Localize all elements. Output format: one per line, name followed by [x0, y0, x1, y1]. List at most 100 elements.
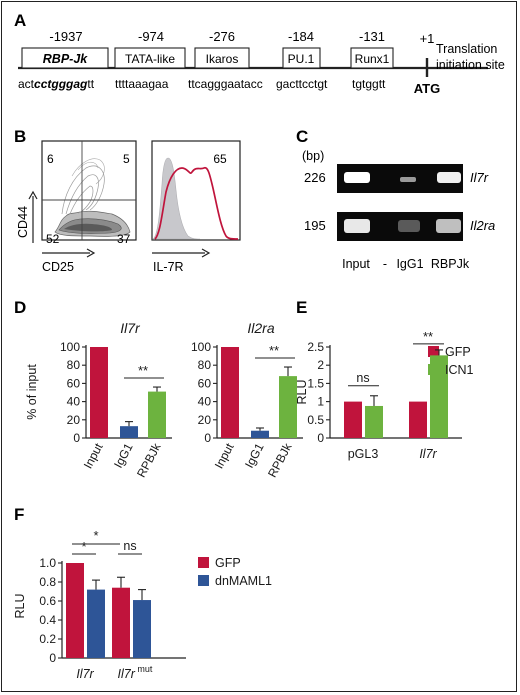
luciferase-f-bar-gfp	[66, 563, 84, 658]
chip-il2ra-ytick-label: 40	[198, 395, 212, 409]
quadrant-top-left: 6	[47, 152, 54, 166]
contour-inner	[64, 223, 112, 232]
motif-seq-pu1: gacttcctgt	[276, 77, 328, 91]
panel-b-letter: B	[14, 127, 26, 146]
motif-pos-tata: -974	[138, 29, 164, 44]
gene-label-il2ra: Il2ra	[470, 218, 495, 233]
lane-label-blank: -	[383, 257, 387, 271]
gene-label-il7r: Il7r	[470, 170, 489, 185]
luciferase-f-bar-dnmaml1	[133, 600, 151, 658]
luciferase-f-sig-label: ns	[123, 539, 136, 553]
tss-plus-one: +1	[420, 31, 435, 46]
quadrant-top-right: 5	[123, 152, 130, 166]
chip-il2ra-xtick-label: Input	[212, 440, 237, 471]
bp-unit-label: (bp)	[302, 149, 324, 163]
chip-ylabel: % of input	[25, 364, 39, 420]
promoter-map: -1937 RBP-Jk actcctgggagtt -974 TATA-lik…	[18, 29, 505, 96]
luciferase-e-legend-label-gfp: GFP	[445, 345, 471, 359]
chip-il7r-title: Il7r	[120, 320, 141, 336]
luciferase-f-ytick-label: 0	[49, 651, 56, 665]
band-il2ra-igg1	[398, 220, 420, 232]
quadrant-bottom-left: 52	[46, 232, 60, 246]
chip-il2ra-ytick-label: 0	[204, 431, 211, 445]
chip-il2ra-ytick-label: 20	[198, 413, 212, 427]
band-il7r-input	[344, 172, 370, 183]
motif-pos-rbpjk: -1937	[49, 29, 82, 44]
chip-il2ra-title: Il2ra	[247, 320, 274, 336]
luciferase-e-xtick-label: pGL3	[348, 447, 379, 461]
luciferase-e-bar-icn1	[365, 405, 383, 438]
luciferase-e-legend-label-icn1: ICN1	[445, 363, 474, 377]
cd44-arrowhead	[28, 190, 38, 200]
luciferase-e-ytick-label: 1.5	[307, 376, 324, 390]
luciferase-e-bar-gfp	[409, 401, 427, 438]
luciferase-f-legend-swatch-dnmaml1	[198, 575, 209, 586]
il7r-arrowhead	[201, 248, 211, 258]
chip-il7r-sig-label: **	[138, 363, 148, 378]
chip-il7r-bar-input	[90, 347, 108, 438]
chip-il7r-bar-rpbjk	[148, 391, 166, 438]
flow-contour-plot: 6 5 52 37 CD44 CD25	[16, 140, 137, 274]
luciferase-f-ytick-label: 1.0	[39, 556, 56, 570]
chip-il7r-ytick-label: 20	[67, 413, 81, 427]
chip-il2ra-xtick-label: RPBJk	[265, 440, 295, 480]
motif-seq-rbpjk: actcctgggagtt	[18, 77, 95, 91]
luciferase-e-legend-swatch-gfp	[428, 346, 439, 357]
translation-label-1: Translation	[436, 42, 497, 56]
band-il2ra-rbpjk	[436, 219, 461, 233]
luciferase-e-legend-swatch-icn1	[428, 364, 439, 375]
motif-box-rbpjk	[21, 47, 109, 69]
motif-seq-runx1: tgtggtt	[352, 77, 386, 91]
luciferase-f-ylabel: RLU	[13, 593, 27, 618]
luciferase-f-legend-label-gfp: GFP	[215, 556, 241, 570]
motif-name-rbpjk: RBP-Jk	[43, 52, 89, 66]
lane-label-igg1: IgG1	[396, 257, 423, 271]
chip-il7r-ytick-label: 60	[67, 376, 81, 390]
luciferase-f-legend-label-dnmaml1: dnMAML1	[215, 574, 272, 588]
luciferase-e-sig-label: **	[423, 329, 433, 344]
lane-label-rbpjk: RBPJk	[431, 257, 470, 271]
contour-tail-3	[69, 185, 94, 215]
motif-box-ikaros	[194, 47, 250, 69]
luciferase-e-ytick-label: 1	[317, 395, 324, 409]
cd25-arrowhead	[86, 248, 96, 258]
luciferase-e-xtick-label: Il7r	[419, 447, 437, 461]
luciferase-f-bar-gfp	[112, 587, 130, 658]
motif-seq-tata: ttttaaagaa	[115, 77, 169, 91]
il7r-stain-histogram	[154, 166, 239, 240]
contour-tail-4	[71, 158, 105, 185]
translation-label-2: initiation site	[436, 58, 505, 72]
band-il2ra-input	[344, 219, 370, 233]
luciferase-e-ylabel: RLU	[295, 379, 309, 404]
luciferase-f-xtick-label: Il7r	[76, 667, 94, 681]
motif-name-pu1: PU.1	[288, 52, 315, 66]
luciferase-f-legend-swatch-gfp	[198, 557, 209, 568]
il7r-axis-label: IL-7R	[153, 260, 184, 274]
chip-il2ra-bar-rpbjk	[279, 376, 297, 438]
il7r-histogram: 65 IL-7R	[151, 140, 241, 274]
luciferase-f-ytick-label: 0.2	[39, 632, 56, 646]
chip-il7r-xtick-label: Input	[81, 440, 106, 471]
quadrant-bottom-right: 37	[117, 232, 131, 246]
motif-pos-pu1: -184	[288, 29, 314, 44]
contour-tail-5	[77, 161, 99, 171]
motif-name-runx1: Runx1	[355, 52, 390, 66]
chip-il2ra-bar-igg1	[251, 430, 269, 438]
panel-f-letter: F	[14, 505, 24, 524]
il7r-percent: 65	[213, 152, 227, 166]
luciferase-e-sig-label: ns	[356, 371, 369, 385]
luciferase-f-sig-label: *	[81, 539, 86, 554]
motif-name-tata: TATA-like	[125, 52, 175, 66]
luciferase-f-ytick-label: 0.8	[39, 575, 56, 589]
luciferase-f-xtick-label: Il7r mut	[118, 664, 153, 681]
panel-e-letter: E	[296, 298, 307, 317]
luciferase-f-sig-label: *	[93, 528, 98, 543]
band-il7r-rbpjk	[437, 172, 461, 183]
chip-il2ra-ytick-label: 60	[198, 376, 212, 390]
motif-seq-ikaros: ttcagggaatacc	[188, 77, 263, 91]
size-195: 195	[304, 218, 326, 233]
luciferase-e-ytick-label: 2.5	[307, 340, 324, 354]
cd25-axis-label: CD25	[42, 260, 74, 274]
